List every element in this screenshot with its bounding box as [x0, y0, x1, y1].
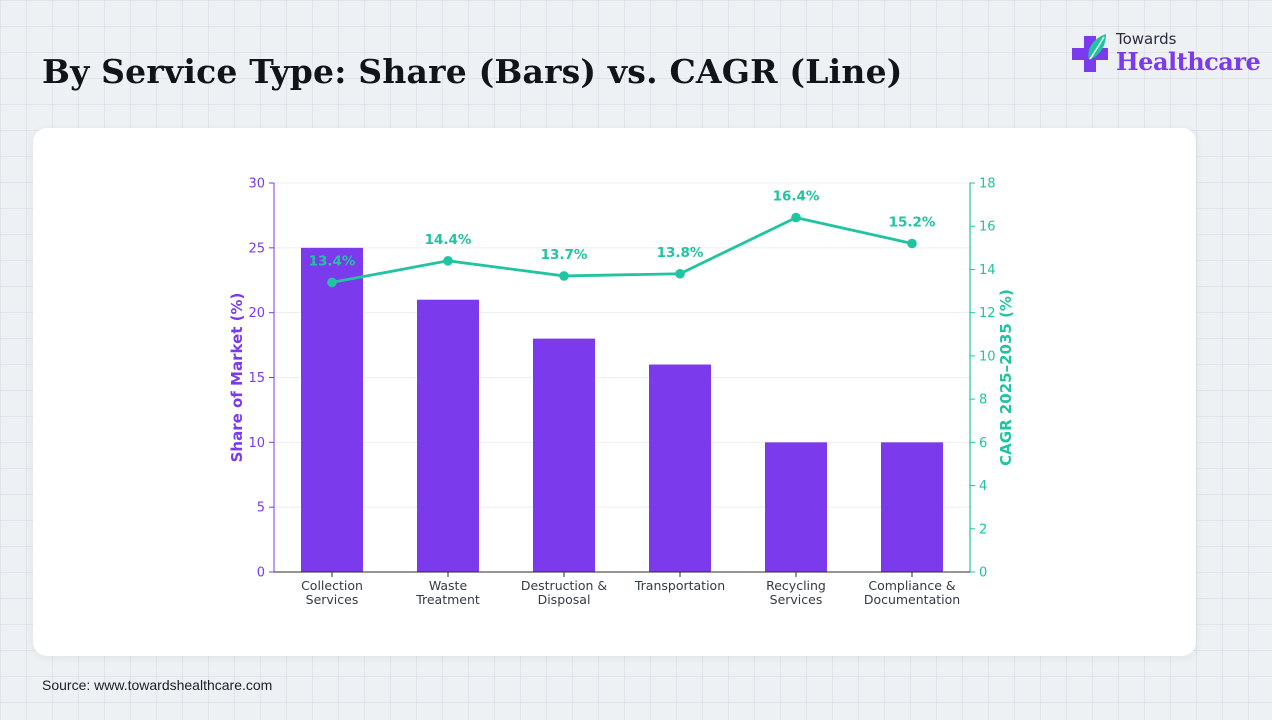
y2-tick-label: 8 — [979, 393, 987, 408]
cagr-point — [559, 271, 569, 281]
cagr-data-label: 13.4% — [309, 253, 356, 269]
x-tick-label: Transportation — [634, 578, 725, 593]
cagr-data-label: 14.4% — [425, 232, 472, 248]
bar — [649, 364, 711, 572]
y-tick-label: 20 — [248, 306, 265, 321]
y-tick-label: 25 — [248, 241, 265, 256]
y-tick-label: 30 — [248, 177, 265, 192]
cagr-point — [907, 238, 917, 249]
y-tick-label: 0 — [257, 566, 265, 581]
chart-card: 0 5 10 15 20 25 30 0 2 4 6 8 10 12 14 16 18 Collection Ser… — [33, 128, 1196, 656]
y2-tick-label: 16 — [979, 220, 996, 235]
bar — [765, 442, 827, 572]
cagr-data-label: 13.7% — [541, 247, 588, 263]
combo-chart: 051015202530024681012141618CollectionSer… — [228, 177, 1015, 608]
x-tick-label: Treatment — [415, 592, 480, 607]
y2-tick-label: 4 — [979, 479, 987, 494]
cagr-data-label: 15.2% — [889, 215, 936, 231]
y2-tick-label: 0 — [979, 566, 987, 581]
y2-tick-label: 12 — [979, 306, 996, 321]
brand-logo: Towards Healthcare — [1070, 30, 1261, 80]
x-tick-label: Destruction & — [521, 578, 608, 593]
x-tick-label: Services — [770, 592, 823, 607]
cagr-data-label: 13.8% — [657, 245, 704, 261]
y-tick-label: 15 — [248, 371, 265, 386]
y-axis-title: Share of Market (%) — [228, 293, 246, 463]
logo-text-big: Healthcare — [1116, 47, 1261, 76]
bar — [301, 247, 363, 572]
y2-tick-label: 6 — [979, 436, 987, 451]
bar — [533, 338, 595, 572]
x-tick-label: Waste — [429, 578, 468, 593]
bar — [881, 442, 943, 572]
y-tick-label: 10 — [248, 436, 265, 451]
cagr-point — [791, 212, 801, 223]
cagr-point — [443, 256, 453, 266]
page-title: By Service Type: Share (Bars) vs. CAGR (… — [42, 52, 903, 91]
bar — [417, 299, 479, 572]
x-tick-label: Services — [306, 592, 359, 607]
x-tick-label: Disposal — [538, 592, 591, 607]
y2-tick-label: 14 — [979, 263, 996, 278]
cagr-data-label: 16.4% — [773, 189, 820, 205]
y2-axis-title: CAGR 2025–2035 (%) — [997, 289, 1015, 466]
logo-text-small: Towards — [1116, 30, 1177, 48]
x-tick-label: Recycling — [766, 578, 826, 593]
y2-tick-label: 10 — [979, 349, 996, 364]
cagr-point — [675, 268, 685, 279]
medical-cross-icon — [1072, 34, 1108, 72]
x-tick-label: Documentation — [864, 592, 960, 607]
y2-tick-label: 2 — [979, 522, 987, 537]
y-tick-label: 5 — [257, 501, 265, 516]
cagr-line — [331, 216, 913, 284]
cagr-point — [327, 277, 337, 288]
x-tick-label: Compliance & — [868, 578, 956, 593]
source-note: Source: www.towardshealthcare.com — [42, 677, 273, 693]
x-tick-label: Collection — [301, 578, 363, 593]
y2-tick-label: 18 — [979, 177, 996, 192]
